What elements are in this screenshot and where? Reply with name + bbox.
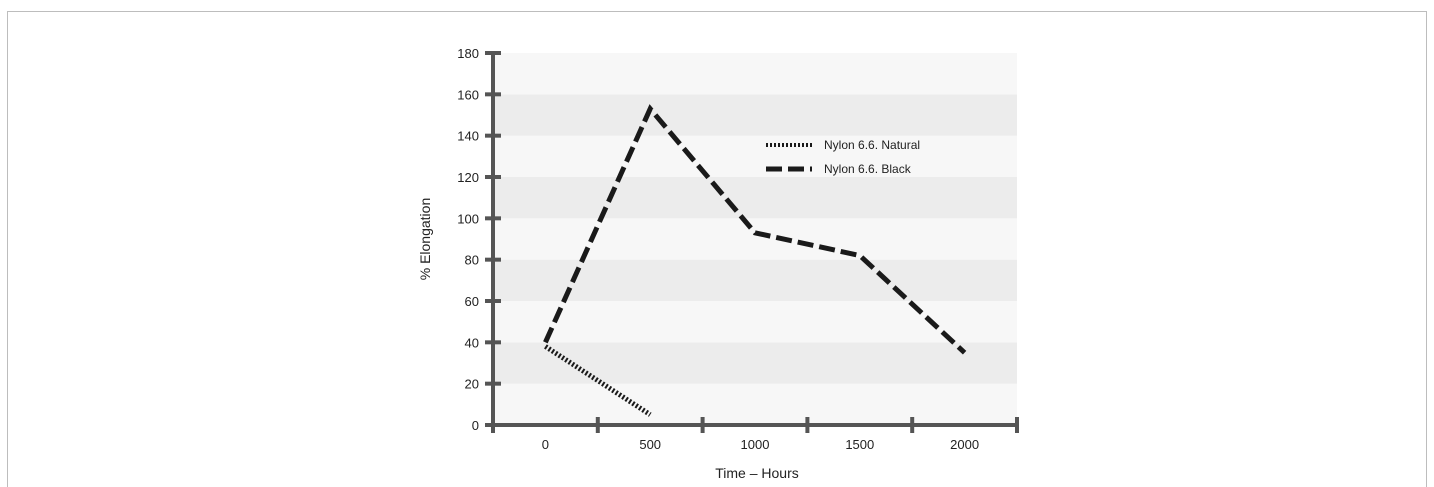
x-axis-title: Time – Hours xyxy=(715,465,799,481)
x-tick-label: 1000 xyxy=(741,437,770,452)
y-tick-label: 140 xyxy=(457,129,479,144)
y-tick-label: 60 xyxy=(465,294,479,309)
series-lines xyxy=(543,104,967,417)
grid-band xyxy=(493,218,1017,260)
y-tick-label: 80 xyxy=(465,253,479,268)
x-tick-label: 1500 xyxy=(845,437,874,452)
legend-label: Nylon 6.6. Natural xyxy=(824,138,920,152)
legend-label: Nylon 6.6. Black xyxy=(824,162,912,176)
y-tick-label: 180 xyxy=(457,46,479,61)
x-tick-label: 2000 xyxy=(950,437,979,452)
axes: 0 20 40 60 80 100 120 140 160 180 0 500 1000 1500 2000 xyxy=(457,46,1019,452)
y-tick-label: 40 xyxy=(465,335,479,350)
y-tick-label: 20 xyxy=(465,377,479,392)
y-tick-label: 120 xyxy=(457,170,479,185)
grid-band xyxy=(493,301,1017,343)
y-tick-label: 0 xyxy=(472,418,479,433)
grid-band xyxy=(493,342,1017,384)
grid-band xyxy=(493,135,1017,177)
grid-band xyxy=(493,94,1017,136)
y-axis-title: % Elongation xyxy=(417,198,433,281)
plot-background-bands xyxy=(493,53,1017,425)
chart-frame xyxy=(7,11,1427,487)
y-tick-label: 100 xyxy=(457,211,479,226)
grid-band xyxy=(493,259,1017,301)
series-line-dashed xyxy=(543,104,967,355)
y-tick-label: 160 xyxy=(457,87,479,102)
grid-band xyxy=(493,383,1017,425)
legend: Nylon 6.6. Natural Nylon 6.6. Black xyxy=(766,138,920,176)
x-tick-label: 0 xyxy=(542,437,549,452)
series-line-dotted xyxy=(544,344,652,417)
x-tick-label: 500 xyxy=(639,437,661,452)
grid-band xyxy=(493,53,1017,95)
grid-band xyxy=(493,177,1017,219)
